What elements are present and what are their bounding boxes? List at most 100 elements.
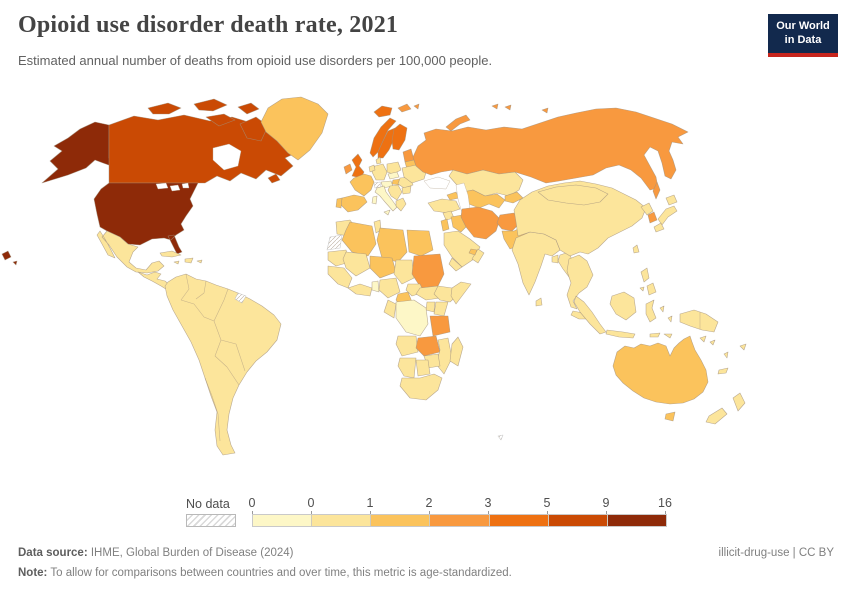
country-spain[interactable] <box>340 194 368 213</box>
country-oman[interactable] <box>471 248 485 264</box>
country-alaska[interactable] <box>41 121 118 184</box>
country-israel-jordan[interactable] <box>440 218 450 232</box>
footer-note-label: Note: <box>18 567 48 579</box>
legend-bin-9-16[interactable] <box>607 515 666 526</box>
country-fiji[interactable] <box>739 343 747 351</box>
country-niger[interactable] <box>369 255 397 279</box>
country-new-caledonia[interactable] <box>717 367 729 375</box>
country-hispaniola[interactable] <box>184 257 194 264</box>
country-iran[interactable] <box>460 206 501 240</box>
country-south-africa[interactable] <box>399 373 443 401</box>
country-sakhalin[interactable] <box>652 181 661 200</box>
country-mongolia[interactable] <box>537 184 609 206</box>
country-baltic-states[interactable] <box>402 148 415 163</box>
legend-bin-0-1[interactable] <box>312 515 372 526</box>
country-nigeria[interactable] <box>378 277 401 299</box>
country-mali[interactable] <box>342 251 371 277</box>
country-greece[interactable] <box>395 197 407 212</box>
country-bulgaria[interactable] <box>401 185 412 195</box>
country-novaya-zemlya[interactable] <box>445 114 471 132</box>
country-ivory-coast-ghana[interactable] <box>347 283 373 297</box>
country-kerguelen[interactable] <box>497 434 504 441</box>
country-turkey[interactable] <box>427 198 461 214</box>
country-australia[interactable] <box>612 335 709 405</box>
country-uk[interactable] <box>351 153 365 179</box>
country-svalbard[interactable] <box>397 103 420 113</box>
country-namibia[interactable] <box>397 357 417 379</box>
country-french-guiana[interactable] <box>234 292 247 304</box>
country-vanuatu[interactable] <box>723 351 729 359</box>
country-benin-togo[interactable] <box>371 280 380 293</box>
country-kyrgyzstan-tajikistan[interactable] <box>504 191 524 204</box>
country-usa[interactable] <box>93 182 199 255</box>
country-indonesia[interactable] <box>573 291 673 339</box>
country-hawaii[interactable] <box>1 250 18 266</box>
legend-tick-label: 3 <box>484 496 492 510</box>
country-south-sudan[interactable] <box>415 285 441 301</box>
country-drc[interactable] <box>395 299 429 337</box>
country-taiwan[interactable] <box>632 244 640 254</box>
country-kenya[interactable] <box>433 301 449 317</box>
country-new-guinea[interactable] <box>679 309 719 333</box>
country-france[interactable] <box>349 173 375 197</box>
owid-logo[interactable]: Our World in Data <box>768 14 838 57</box>
country-germany[interactable] <box>371 163 388 181</box>
legend-bin-3-5[interactable] <box>489 515 549 526</box>
country-madagascar[interactable] <box>449 336 464 367</box>
country-zambia[interactable] <box>415 335 441 357</box>
footer-license[interactable]: illicit-drug-use | CC BY <box>718 547 834 559</box>
country-puerto-rico[interactable] <box>196 259 203 264</box>
country-china[interactable] <box>513 180 647 257</box>
legend-bin-1-2[interactable] <box>371 515 431 526</box>
country-poland[interactable] <box>386 161 402 175</box>
country-mexico[interactable] <box>96 230 165 274</box>
country-uganda[interactable] <box>425 301 436 313</box>
country-canadian-arctic-islands[interactable] <box>147 98 269 142</box>
legend-tick-label: 0 <box>248 496 256 510</box>
country-egypt[interactable] <box>406 229 434 257</box>
country-south-korea[interactable] <box>647 211 658 224</box>
country-benelux[interactable] <box>368 164 376 173</box>
country-angola[interactable] <box>395 335 419 357</box>
country-iceland[interactable] <box>373 105 393 118</box>
country-north-korea[interactable] <box>640 202 654 216</box>
legend-no-data-swatch[interactable] <box>186 514 236 527</box>
country-uae[interactable] <box>468 248 478 256</box>
country-balkans[interactable] <box>387 184 403 201</box>
country-czechia-slovakia[interactable] <box>387 171 400 180</box>
country-philippines[interactable] <box>639 267 657 296</box>
country-denmark[interactable] <box>375 156 382 165</box>
country-botswana[interactable] <box>415 359 431 377</box>
country-cuba[interactable] <box>159 250 182 258</box>
country-tanzania[interactable] <box>429 315 451 337</box>
country-south-america[interactable] <box>164 273 282 456</box>
country-sri-lanka[interactable] <box>535 297 543 307</box>
legend-bin-2-3[interactable] <box>430 515 490 526</box>
country-tasmania[interactable] <box>664 411 676 422</box>
country-greenland[interactable] <box>260 96 329 161</box>
country-western-sahara[interactable] <box>326 234 343 251</box>
country-italy[interactable] <box>371 185 398 216</box>
legend-bin-0-0[interactable] <box>253 515 313 526</box>
country-jamaica[interactable] <box>173 260 180 265</box>
country-sudan[interactable] <box>411 253 445 289</box>
page-title: Opioid use disorder death rate, 2021 <box>18 12 399 38</box>
country-bangladesh[interactable] <box>551 254 559 264</box>
country-finland[interactable] <box>391 123 408 151</box>
country-japan[interactable] <box>653 194 678 233</box>
country-new-zealand[interactable] <box>705 392 746 425</box>
country-congo-gabon[interactable] <box>383 299 397 319</box>
country-indochina[interactable] <box>566 254 594 310</box>
country-portugal[interactable] <box>335 197 343 209</box>
country-ireland[interactable] <box>343 163 353 175</box>
country-chad[interactable] <box>393 259 415 285</box>
country-arctic-islands[interactable] <box>491 103 549 114</box>
country-norway[interactable] <box>369 117 397 158</box>
legend-bin-5-9[interactable] <box>548 515 608 526</box>
country-yemen[interactable] <box>448 257 463 272</box>
country-india[interactable] <box>511 231 561 296</box>
country-solomon-islands[interactable] <box>699 335 716 346</box>
country-newfoundland[interactable] <box>267 173 281 184</box>
footer-source-text: IHME, Global Burden of Disease (2024) <box>87 547 294 559</box>
country-somalia[interactable] <box>450 281 472 305</box>
